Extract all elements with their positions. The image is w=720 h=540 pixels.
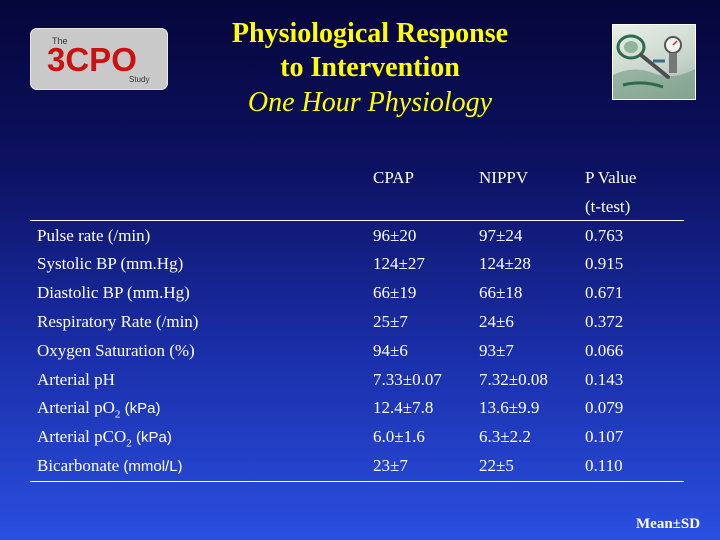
row-label-prefix: Arterial pCO: [37, 427, 127, 446]
column-header-cpap: CPAP: [373, 168, 414, 187]
logo-main-text: 3CPO: [47, 41, 137, 78]
cpap-value: 124±27: [373, 254, 425, 273]
row-label: Respiratory Rate (/min): [37, 312, 199, 331]
p-value: 0.372: [585, 312, 624, 331]
cpap-value: 7.33±0.07: [373, 370, 442, 389]
cpap-equipment-photo: [612, 24, 696, 100]
table-bottom-rule: [30, 481, 684, 482]
row-label: Pulse rate (/min): [37, 226, 151, 245]
cpap-value: 96±20: [373, 226, 417, 245]
logo-study-text: Study: [129, 75, 150, 84]
nippv-value: 124±28: [479, 254, 531, 273]
row-label: Arterial pCO2 (kPa): [37, 427, 172, 449]
p-value: 0.143: [585, 370, 624, 389]
3cpo-study-logo: The 3CPO Study: [30, 28, 168, 90]
slide-title-line2: to Intervention: [280, 52, 460, 83]
row-label: Arterial pH: [37, 370, 115, 389]
table-row: Respiratory Rate (/min) 25±7 24±6 0.372: [0, 312, 720, 340]
p-value: 0.107: [585, 427, 624, 446]
row-label: Oxygen Saturation (%): [37, 341, 195, 360]
cpap-value: 94±6: [373, 341, 408, 360]
table-row: Diastolic BP (mm.Hg) 66±19 66±18 0.671: [0, 283, 720, 311]
nippv-value: 13.6±9.9: [479, 398, 540, 417]
footnote-mean-sd: Mean±SD: [636, 516, 701, 532]
column-header-pvalue: P Value: [585, 168, 637, 187]
row-label-unit: (mmol/L): [123, 458, 183, 475]
nippv-value: 66±18: [479, 283, 523, 302]
equipment-illustration: [613, 34, 695, 99]
row-label: Systolic BP (mm.Hg): [37, 254, 184, 273]
row-label-subscript: 2: [114, 408, 121, 421]
nippv-value: 22±5: [479, 456, 514, 475]
table-row: Systolic BP (mm.Hg) 124±27 124±28 0.915: [0, 254, 720, 282]
nippv-value: 93±7: [479, 341, 514, 360]
p-value: 0.763: [585, 226, 624, 245]
table-row: Arterial pH 7.33±0.07 7.32±0.08 0.143: [0, 370, 720, 398]
row-label: Bicarbonate (mmol/L): [37, 456, 183, 476]
p-value: 0.066: [585, 341, 624, 360]
slide-title-line1: Physiological Response: [231, 18, 509, 49]
nippv-value: 97±24: [479, 226, 523, 245]
table-row: Arterial pO2 (kPa) 12.4±7.8 13.6±9.9 0.0…: [0, 398, 720, 426]
cpap-value: 25±7: [373, 312, 408, 331]
p-value: 0.110: [585, 456, 623, 475]
row-label-subscript: 2: [126, 437, 132, 450]
row-label-unit: (kPa): [124, 400, 161, 417]
table-row: Pulse rate (/min) 96±20 97±24 0.763: [0, 226, 720, 254]
column-header-ttest-note: (t-test): [585, 197, 631, 216]
nippv-value: 7.32±0.08: [479, 370, 548, 389]
table-row: Bicarbonate (mmol/L) 23±7 22±5 0.110: [0, 456, 720, 484]
row-label-unit: (kPa): [135, 429, 172, 446]
cpap-value: 12.4±7.8: [373, 398, 434, 417]
nippv-value: 24±6: [479, 312, 514, 331]
row-label: Arterial pO2 (kPa): [37, 398, 160, 420]
slide-subtitle: One Hour Physiology: [247, 87, 493, 118]
table-row: Oxygen Saturation (%) 94±6 93±7 0.066: [0, 341, 720, 369]
p-value: 0.671: [585, 283, 624, 302]
row-label-prefix: Bicarbonate: [37, 456, 120, 475]
row-label: Diastolic BP (mm.Hg): [37, 283, 190, 302]
column-header-nippv: NIPPV: [479, 168, 529, 187]
p-value: 0.079: [585, 398, 624, 417]
row-label-prefix: Arterial pO: [37, 398, 115, 417]
logo-the-text: The: [52, 36, 68, 46]
table-row: Arterial pCO2 (kPa) 6.0±1.6 6.3±2.2 0.10…: [0, 427, 720, 455]
p-value: 0.915: [585, 254, 624, 273]
nippv-value: 6.3±2.2: [479, 427, 531, 446]
cpap-value: 66±19: [373, 283, 417, 302]
cpap-value: 6.0±1.6: [373, 427, 425, 446]
table-top-rule: [30, 220, 684, 221]
cpap-value: 23±7: [373, 456, 408, 475]
